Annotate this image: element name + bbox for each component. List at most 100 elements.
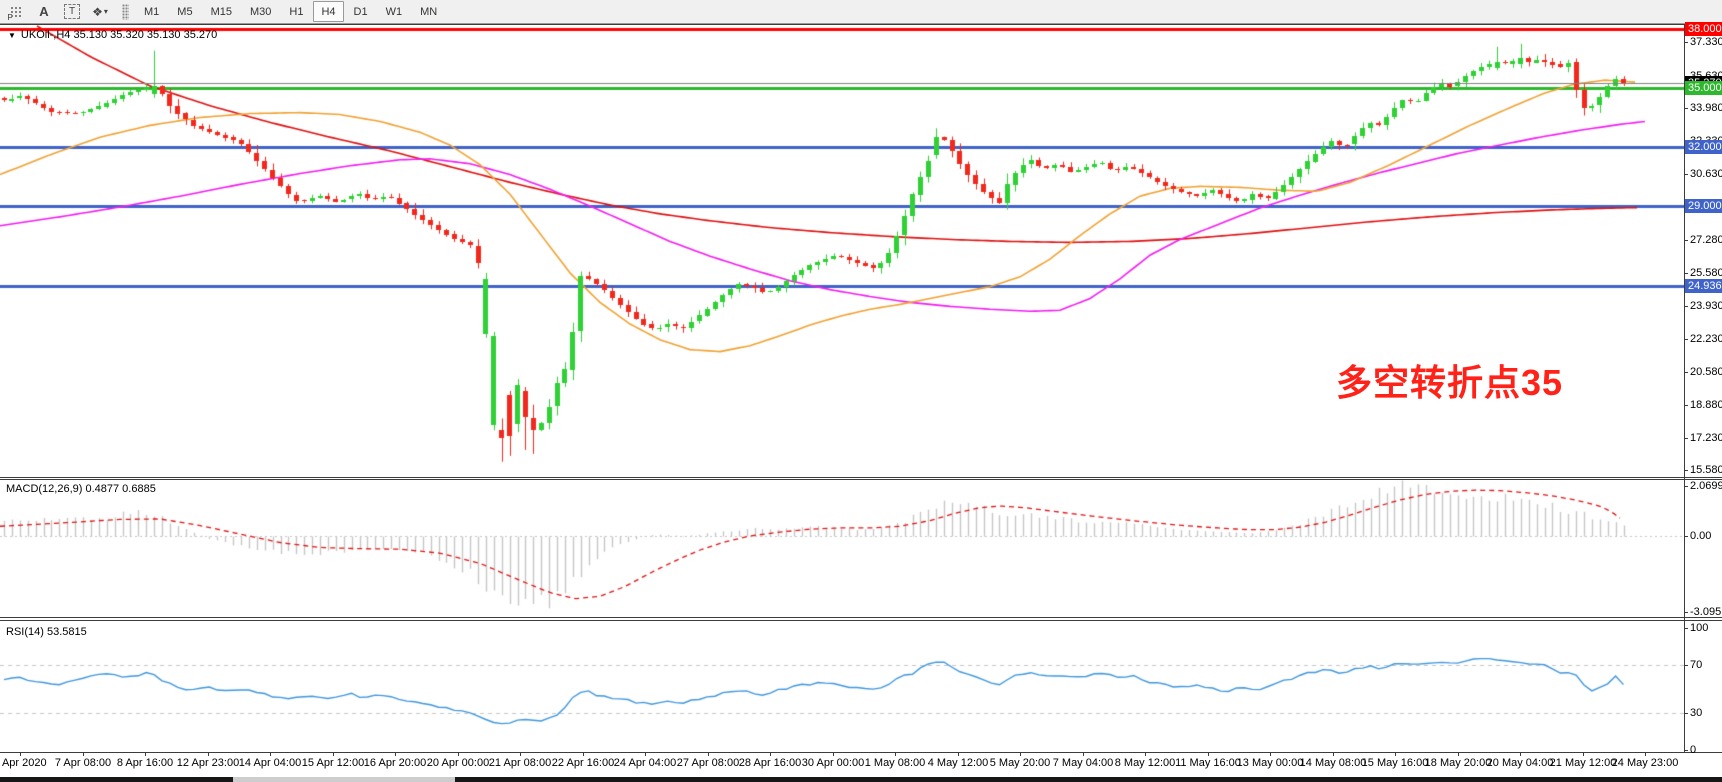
rsi-tick-label-dash bbox=[1684, 713, 1688, 714]
price-tick-label-dash bbox=[1684, 438, 1688, 439]
time-axis-tick bbox=[520, 752, 521, 756]
price-tick-label: 23.930 bbox=[1690, 300, 1722, 312]
price-level-badge-38.000: 38.000 bbox=[1685, 22, 1722, 36]
price-tick-label: 37.330 bbox=[1690, 36, 1722, 48]
rsi-tick-label-dash bbox=[1684, 665, 1688, 666]
time-axis-tick bbox=[1083, 752, 1084, 756]
time-axis-label: 16 Apr 20:00 bbox=[363, 757, 427, 769]
time-axis-label: 8 May 12:00 bbox=[1114, 757, 1176, 769]
time-axis-label: 30 Apr 00:00 bbox=[801, 757, 865, 769]
price-tick-label-dash bbox=[1684, 108, 1688, 109]
time-axis-tick bbox=[1020, 752, 1021, 756]
symbol-title[interactable]: ▼ UKOil-,H4 35.130 35.320 35.130 35.270 bbox=[8, 29, 217, 41]
price-tick-label-dash bbox=[1684, 42, 1688, 43]
main-chart-canvas[interactable] bbox=[0, 25, 1684, 477]
time-axis-label: 7 Apr 08:00 bbox=[54, 757, 112, 769]
time-axis-tick bbox=[395, 752, 396, 756]
time-axis-label: 6 Apr 2020 bbox=[0, 757, 47, 769]
price-tick-label: 25.580 bbox=[1690, 267, 1722, 279]
chart-annotation-text[interactable]: 多空转折点35 bbox=[1336, 362, 1564, 403]
scrollbar-thumb[interactable] bbox=[233, 777, 455, 782]
price-tick-label: 20.580 bbox=[1690, 366, 1722, 378]
time-axis-tick bbox=[83, 752, 84, 756]
time-axis-tick bbox=[833, 752, 834, 756]
time-axis-tick bbox=[1583, 752, 1584, 756]
price-tick-label: 27.280 bbox=[1690, 234, 1722, 246]
time-axis-tick bbox=[145, 752, 146, 756]
macd-max-label: 2.0699 bbox=[1690, 480, 1722, 492]
time-axis-label: 18 May 20:00 bbox=[1424, 757, 1492, 769]
timeframe-button-m15[interactable]: M15 bbox=[210, 5, 232, 18]
text-label-icon[interactable]: A bbox=[39, 4, 49, 19]
time-axis-label: 13 May 00:00 bbox=[1236, 757, 1304, 769]
timeframe-button-m1[interactable]: M1 bbox=[144, 5, 160, 18]
time-axis-tick bbox=[1145, 752, 1146, 756]
time-axis-tick bbox=[645, 752, 646, 756]
price-tick-label-dash bbox=[1684, 339, 1688, 340]
price-tick-label-dash bbox=[1684, 306, 1688, 307]
price-tick-label: 15.580 bbox=[1690, 464, 1722, 476]
time-axis-tick bbox=[583, 752, 584, 756]
timeframe-button-m5[interactable]: M5 bbox=[177, 5, 193, 18]
symbol-ohlc-label: UKOil-,H4 35.130 35.320 35.130 35.270 bbox=[20, 29, 218, 41]
macd-rsi-splitter-line2 bbox=[0, 620, 1722, 621]
time-axis-label: 1 May 08:00 bbox=[864, 757, 926, 769]
time-axis-tick bbox=[208, 752, 209, 756]
time-axis-label: 20 Apr 00:00 bbox=[426, 757, 490, 769]
price-tick-label-dash bbox=[1684, 240, 1688, 241]
time-axis-label: 20 May 04:00 bbox=[1486, 757, 1554, 769]
time-axis-tick bbox=[1270, 752, 1271, 756]
timeframe-button-group: M1 M5 M15 M30 H1 H4 D1 W1 MN bbox=[135, 1, 446, 22]
time-axis-label: 22 Apr 16:00 bbox=[551, 757, 615, 769]
time-axis-tick bbox=[1395, 752, 1396, 756]
time-axis-label: 14 Apr 04:00 bbox=[238, 757, 302, 769]
time-axis-label: 27 Apr 08:00 bbox=[676, 757, 740, 769]
timeframe-button-h1[interactable]: H1 bbox=[289, 5, 304, 18]
rsi-tick-label-dash bbox=[1684, 628, 1688, 629]
timeframe-button-w1[interactable]: W1 bbox=[385, 5, 403, 18]
rsi-tick-label: 100 bbox=[1690, 622, 1709, 634]
macd-zero-label: 0.00 bbox=[1690, 530, 1712, 542]
price-tick-label-dash bbox=[1684, 273, 1688, 274]
horizontal-scrollbar[interactable] bbox=[0, 777, 1722, 782]
timeframe-button-m30[interactable]: M30 bbox=[249, 5, 272, 18]
time-axis-tick bbox=[958, 752, 959, 756]
main-macd-splitter[interactable] bbox=[0, 477, 1722, 478]
time-axis-tick bbox=[708, 752, 709, 756]
time-axis-label: 4 May 12:00 bbox=[927, 757, 989, 769]
macd-zero-label-dash bbox=[1684, 536, 1688, 537]
main-macd-splitter-line2 bbox=[0, 479, 1722, 480]
price-tick-label: 18.880 bbox=[1690, 399, 1722, 411]
timeframe-button-h4[interactable]: H4 bbox=[313, 1, 344, 22]
time-axis-tick bbox=[895, 752, 896, 756]
macd-indicator-label: MACD(12,26,9) 0.4877 0.6885 bbox=[6, 483, 156, 495]
symbol-dropdown-icon[interactable]: ▼ bbox=[8, 31, 16, 40]
time-axis-label: 14 May 08:00 bbox=[1299, 757, 1367, 769]
price-tick-label-dash bbox=[1684, 174, 1688, 175]
timeframe-button-mn[interactable]: MN bbox=[420, 5, 438, 18]
macd-panel-canvas[interactable] bbox=[0, 480, 1684, 617]
price-axis-separator bbox=[1684, 24, 1685, 753]
chevron-down-icon: ▾ bbox=[103, 7, 108, 16]
rsi-indicator-label: RSI(14) 53.5815 bbox=[6, 626, 87, 638]
time-axis-tick bbox=[458, 752, 459, 756]
timeframe-button-d1[interactable]: D1 bbox=[353, 5, 368, 18]
time-axis-label: 15 May 16:00 bbox=[1361, 757, 1429, 769]
rsi-tick-label: 0 bbox=[1690, 744, 1697, 756]
time-axis-label: 8 Apr 16:00 bbox=[116, 757, 174, 769]
time-axis-label: 24 May 23:00 bbox=[1611, 757, 1679, 769]
time-axis-label: 11 May 16:00 bbox=[1175, 757, 1241, 769]
toolbar-drag-handle[interactable] bbox=[122, 3, 129, 20]
price-level-badge-35.000: 35.000 bbox=[1685, 81, 1722, 95]
rsi-panel-canvas[interactable] bbox=[0, 621, 1684, 752]
price-tick-label: 22.230 bbox=[1690, 333, 1722, 345]
time-axis-border bbox=[0, 752, 1722, 753]
time-axis-label: 21 May 12:00 bbox=[1549, 757, 1617, 769]
cursor-tool-icon[interactable]: ❖ ▾ bbox=[92, 4, 108, 19]
snap-grid-icon[interactable]: F bbox=[4, 2, 28, 22]
macd-rsi-splitter[interactable] bbox=[0, 617, 1722, 618]
time-axis-tick bbox=[333, 752, 334, 756]
time-axis-tick bbox=[1645, 752, 1646, 756]
text-box-icon[interactable]: T bbox=[60, 2, 84, 22]
